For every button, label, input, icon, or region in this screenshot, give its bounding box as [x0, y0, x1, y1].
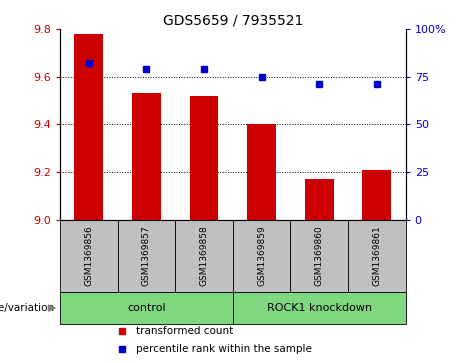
Bar [290, 220, 348, 292]
Text: control: control [127, 303, 165, 313]
Text: ROCK1 knockdown: ROCK1 knockdown [266, 303, 372, 313]
Bar [362, 170, 391, 220]
Bar [74, 34, 103, 220]
Bar [118, 220, 175, 292]
Bar [175, 220, 233, 292]
Text: percentile rank within the sample: percentile rank within the sample [136, 344, 312, 354]
Bar [60, 220, 118, 292]
Text: GSM1369860: GSM1369860 [315, 225, 324, 286]
Bar [247, 124, 276, 220]
Bar [189, 96, 219, 220]
Bar [60, 292, 233, 324]
Title: GDS5659 / 7935521: GDS5659 / 7935521 [163, 14, 303, 28]
Text: genotype/variation: genotype/variation [0, 303, 54, 313]
Text: GSM1369857: GSM1369857 [142, 225, 151, 286]
Text: transformed count: transformed count [136, 326, 233, 336]
Text: GSM1369856: GSM1369856 [84, 225, 93, 286]
Bar [348, 220, 406, 292]
Bar [233, 220, 290, 292]
Text: GSM1369859: GSM1369859 [257, 225, 266, 286]
Text: GSM1369861: GSM1369861 [372, 225, 381, 286]
Bar [305, 179, 334, 220]
Bar [233, 292, 406, 324]
Text: GSM1369858: GSM1369858 [200, 225, 208, 286]
Bar [132, 93, 161, 220]
